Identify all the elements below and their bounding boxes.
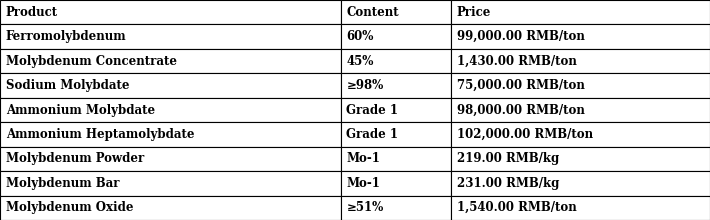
Bar xyxy=(451,196,710,220)
Text: Ferromolybdenum: Ferromolybdenum xyxy=(6,30,126,43)
Text: 98,000.00 RMB/ton: 98,000.00 RMB/ton xyxy=(457,103,584,117)
Bar xyxy=(0,73,341,98)
Text: 219.00 RMB/kg: 219.00 RMB/kg xyxy=(457,152,559,165)
Bar xyxy=(341,0,451,24)
Bar xyxy=(341,171,451,196)
Text: Ammonium Molybdate: Ammonium Molybdate xyxy=(6,103,155,117)
Bar xyxy=(451,24,710,49)
Bar xyxy=(0,196,341,220)
Text: 75,000.00 RMB/ton: 75,000.00 RMB/ton xyxy=(457,79,584,92)
Text: 60%: 60% xyxy=(346,30,374,43)
Text: Ammonium Heptamolybdate: Ammonium Heptamolybdate xyxy=(6,128,194,141)
Text: Price: Price xyxy=(457,6,491,19)
Text: Content: Content xyxy=(346,6,399,19)
Bar xyxy=(0,171,341,196)
Bar xyxy=(0,24,341,49)
Bar xyxy=(0,98,341,122)
Text: Grade 1: Grade 1 xyxy=(346,103,398,117)
Bar xyxy=(341,73,451,98)
Bar xyxy=(451,171,710,196)
Text: Molybdenum Bar: Molybdenum Bar xyxy=(6,177,119,190)
Text: Mo-1: Mo-1 xyxy=(346,152,381,165)
Bar xyxy=(341,122,451,147)
Text: 1,540.00 RMB/ton: 1,540.00 RMB/ton xyxy=(457,201,577,214)
Text: Sodium Molybdate: Sodium Molybdate xyxy=(6,79,129,92)
Text: Grade 1: Grade 1 xyxy=(346,128,398,141)
Bar xyxy=(341,147,451,171)
Text: Product: Product xyxy=(6,6,58,19)
Text: 102,000.00 RMB/ton: 102,000.00 RMB/ton xyxy=(457,128,593,141)
Text: 45%: 45% xyxy=(346,55,374,68)
Bar xyxy=(341,24,451,49)
Bar xyxy=(451,122,710,147)
Text: Molybdenum Oxide: Molybdenum Oxide xyxy=(6,201,133,214)
Bar xyxy=(451,0,710,24)
Bar xyxy=(451,49,710,73)
Bar xyxy=(0,0,341,24)
Bar xyxy=(451,98,710,122)
Text: Molybdenum Powder: Molybdenum Powder xyxy=(6,152,144,165)
Bar xyxy=(341,196,451,220)
Text: Molybdenum Concentrate: Molybdenum Concentrate xyxy=(6,55,177,68)
Text: 99,000.00 RMB/ton: 99,000.00 RMB/ton xyxy=(457,30,584,43)
Text: 1,430.00 RMB/ton: 1,430.00 RMB/ton xyxy=(457,55,577,68)
Bar xyxy=(0,49,341,73)
Text: ≥51%: ≥51% xyxy=(346,201,383,214)
Text: ≥98%: ≥98% xyxy=(346,79,383,92)
Text: 231.00 RMB/kg: 231.00 RMB/kg xyxy=(457,177,559,190)
Bar xyxy=(0,122,341,147)
Bar xyxy=(0,147,341,171)
Bar xyxy=(451,147,710,171)
Bar xyxy=(341,98,451,122)
Text: Mo-1: Mo-1 xyxy=(346,177,381,190)
Bar xyxy=(341,49,451,73)
Bar xyxy=(451,73,710,98)
